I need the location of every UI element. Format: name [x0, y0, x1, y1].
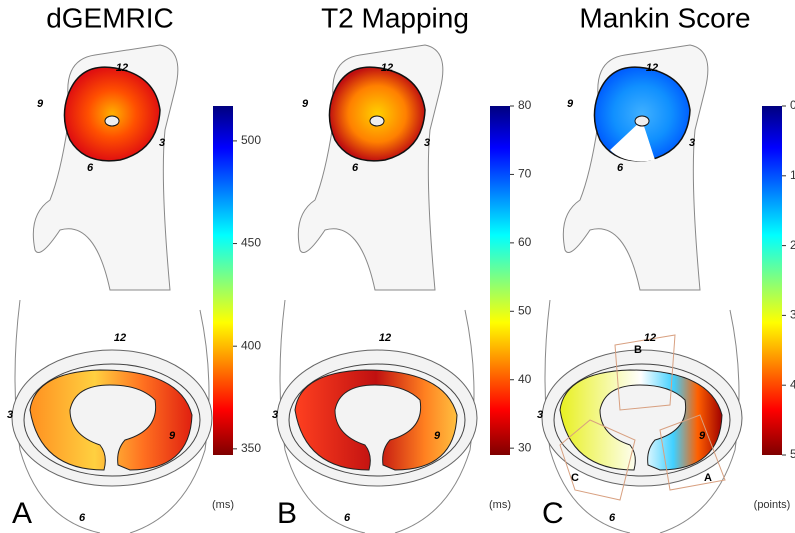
cartilage-map [63, 66, 161, 162]
clock-label: 6 [87, 162, 94, 174]
region-label: B [634, 344, 642, 356]
unmapped-region [610, 120, 655, 162]
colorbar-tick-label: 2 [790, 238, 795, 252]
cartilage-map [559, 369, 723, 471]
clock-label: 9 [169, 430, 176, 442]
clock-label: 3 [537, 409, 543, 421]
colorbar-tick-label: 30 [518, 440, 532, 454]
colorbar-tick-label: 40 [518, 372, 532, 386]
panel-title: dGEMRIC [46, 2, 174, 33]
colorbar-tick-label: 500 [241, 133, 261, 147]
panel-letter: C [542, 497, 564, 530]
colorbar-unit: (ms) [489, 499, 511, 511]
clock-label: 12 [646, 62, 658, 74]
acetabulum-outline [553, 363, 731, 477]
fovea [104, 115, 120, 127]
clock-label: 9 [567, 98, 574, 110]
colorbar-unit: (ms) [212, 499, 234, 511]
clock-label: 6 [609, 512, 616, 524]
region-box [659, 414, 726, 491]
region-label: C [571, 472, 579, 484]
panel-title: T2 Mapping [321, 2, 469, 33]
fovea [634, 115, 650, 127]
colorbar-tick-label: 50 [518, 303, 532, 317]
clock-label: 6 [352, 162, 359, 174]
clock-label: 9 [699, 430, 706, 442]
clock-label: 9 [434, 430, 441, 442]
clock-label: 3 [159, 137, 165, 149]
clock-label: 3 [272, 409, 278, 421]
colorbar [490, 106, 510, 455]
acetabulum-outline [23, 363, 201, 477]
colorbar-tick-label: 80 [518, 98, 532, 112]
clock-label: 12 [116, 62, 128, 74]
panel-letter: A [12, 497, 32, 530]
colorbar-unit: (points) [754, 499, 791, 511]
colorbar [762, 106, 782, 455]
panel: B C A 12 9 3 6 12 3 9 6 [537, 44, 743, 533]
colorbar-tick-label: 400 [241, 338, 261, 352]
cartilage-map [294, 369, 458, 471]
cartilage-map [29, 369, 193, 471]
panel-title: Mankin Score [579, 2, 750, 33]
clock-label: 12 [381, 62, 393, 74]
colorbar [213, 106, 233, 455]
cartilage-map [593, 66, 691, 162]
panel-letter: B [277, 497, 297, 530]
clock-label: 3 [424, 137, 430, 149]
colorbar-tick-label: 4 [790, 377, 795, 391]
clock-label: 6 [344, 512, 351, 524]
cartilage-map [328, 66, 426, 162]
region-box [614, 334, 676, 411]
clock-label: 3 [689, 137, 695, 149]
fovea [369, 115, 385, 127]
pelvis-sketch [544, 299, 740, 533]
panel: 12 9 3 6 12 3 9 6 [7, 44, 213, 533]
colorbar-tick-label: 5 [790, 447, 795, 461]
colorbar-tick-label: 1 [790, 168, 795, 182]
colorbar-tick-label: 70 [518, 167, 532, 181]
pelvis-sketch [14, 299, 210, 533]
clock-label: 12 [644, 332, 656, 344]
panel: 12 9 3 6 12 3 9 6 [272, 44, 478, 533]
colorbar-tick-label: 60 [518, 235, 532, 249]
clock-label: 12 [114, 332, 126, 344]
acetabulum-outline [288, 363, 466, 477]
colorbar-tick-label: 450 [241, 236, 261, 250]
clock-label: 12 [379, 332, 391, 344]
clock-label: 9 [37, 98, 44, 110]
colorbar-tick-label: 3 [790, 308, 795, 322]
colorbar-tick-label: 350 [241, 441, 261, 455]
clock-label: 3 [7, 409, 13, 421]
clock-label: 9 [302, 98, 309, 110]
region-box [559, 419, 636, 501]
pelvis-sketch [279, 299, 475, 533]
clock-label: 6 [79, 512, 86, 524]
colorbar-tick-label: 0 [790, 98, 795, 112]
clock-label: 6 [617, 162, 624, 174]
region-label: A [704, 472, 712, 484]
